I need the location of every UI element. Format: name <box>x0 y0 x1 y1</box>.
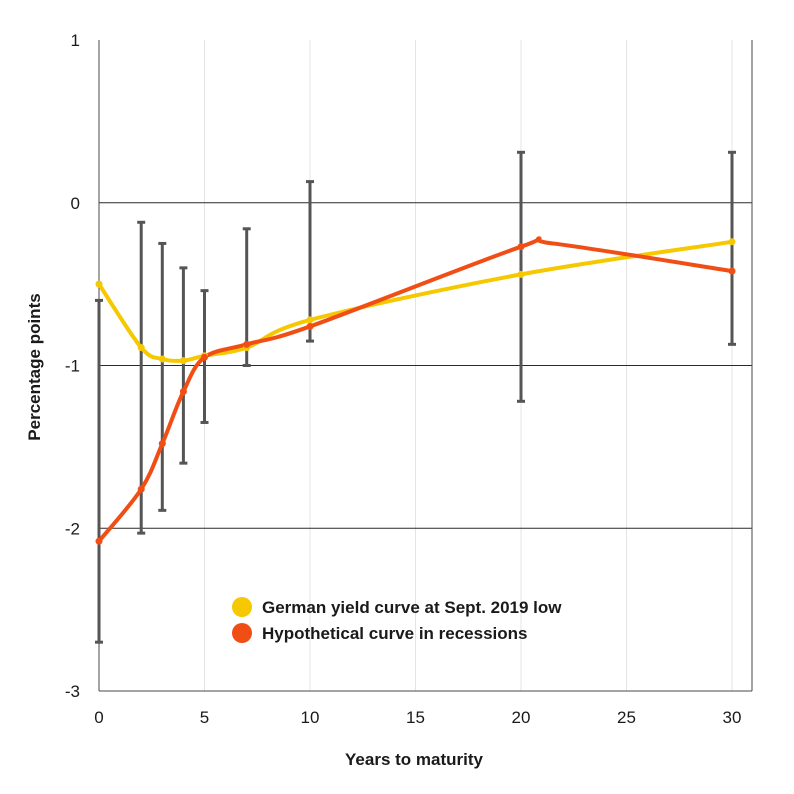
point-german-yield-30 <box>728 238 736 246</box>
y-axis-title: Percentage points <box>25 293 44 440</box>
point-hypothetical-2 <box>137 485 145 493</box>
x-tick-label-25: 25 <box>617 708 636 727</box>
error-bar-10 <box>306 180 314 343</box>
point-hypothetical-20 <box>517 243 525 251</box>
point-german-yield-10 <box>306 316 314 324</box>
y-tick-label-0: 0 <box>71 194 80 213</box>
legend-swatch-german-yield <box>232 597 252 617</box>
point-german-yield-2 <box>137 344 145 352</box>
point-hypothetical-4 <box>179 388 187 396</box>
x-tick-label-30: 30 <box>723 708 742 727</box>
error-bar-30 <box>728 150 736 346</box>
series-line-hypothetical <box>97 236 734 544</box>
legend-label-hypothetical: Hypothetical curve in recessions <box>262 624 528 643</box>
legend-label-german-yield: German yield curve at Sept. 2019 low <box>262 598 562 617</box>
x-tick-label-0: 0 <box>94 708 103 727</box>
point-german-yield-0 <box>95 280 103 288</box>
point-hypothetical-7 <box>243 340 251 348</box>
y-tick-label-neg2: -2 <box>65 519 80 538</box>
point-hypothetical-5 <box>201 353 208 361</box>
error-bar-3 <box>158 241 167 512</box>
point-hypothetical-0 <box>95 537 103 545</box>
series-points <box>95 238 736 545</box>
point-hypothetical-10 <box>306 322 314 330</box>
x-tick-label-10: 10 <box>301 708 320 727</box>
legend-swatch-hypothetical <box>232 623 252 643</box>
x-tick-label-5: 5 <box>200 708 209 727</box>
y-tick-label-neg3: -3 <box>65 682 80 701</box>
point-german-yield-20 <box>517 270 525 278</box>
x-tick-label-15: 15 <box>406 708 425 727</box>
point-german-yield-3 <box>158 355 166 363</box>
error-bar-0 <box>95 298 103 644</box>
point-german-yield-4 <box>179 357 187 365</box>
y-tick-label-1: 1 <box>71 31 80 50</box>
point-hypothetical-3 <box>158 440 166 448</box>
grid-lines <box>99 40 752 691</box>
point-hypothetical-30 <box>728 267 736 275</box>
error-bar-2 <box>137 220 146 535</box>
tick-labels: 10-1-2-30 5 10 15 20 25 30 <box>65 31 742 727</box>
y-tick-label-neg1: -1 <box>65 357 80 376</box>
legend: German yield curve at Sept. 2019 low Hyp… <box>232 597 562 643</box>
error-bar-4 <box>179 266 188 465</box>
x-axis-title: Years to maturity <box>345 750 483 769</box>
x-tick-label-20: 20 <box>512 708 531 727</box>
